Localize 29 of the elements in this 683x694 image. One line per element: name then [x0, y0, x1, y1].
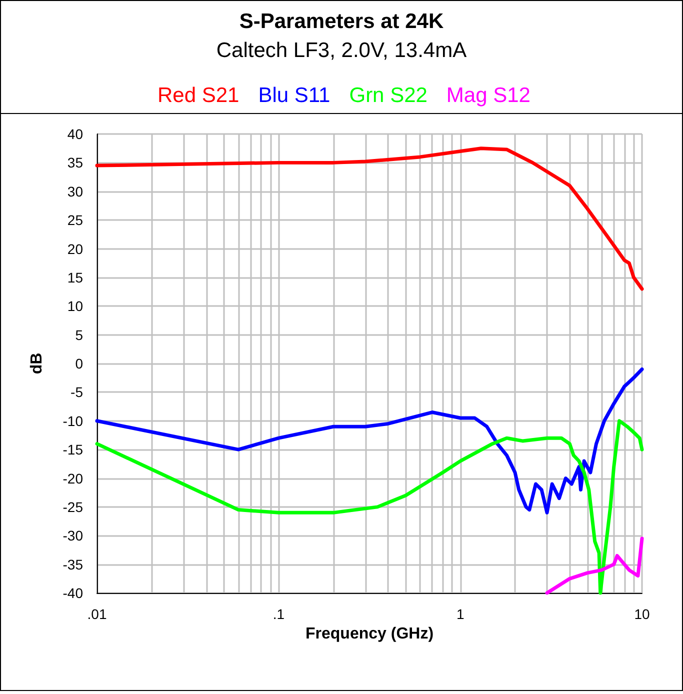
y-tick-label: -30: [62, 528, 84, 544]
y-tick-label: -25: [62, 498, 84, 515]
y-tick-label: -10: [62, 412, 84, 429]
x-tick-label: .01: [87, 606, 107, 622]
y-tick-label: 35: [67, 154, 84, 171]
y-tick-label: 0: [75, 356, 84, 372]
chart-title: S-Parameters at 24K: [239, 10, 444, 33]
x-axis-title: Frequency (GHz): [305, 625, 434, 642]
x-tick-label: 1: [456, 606, 464, 622]
y-tick-label: -15: [62, 442, 84, 458]
y-tick-label: 15: [67, 269, 84, 286]
text: Mag S12: [446, 84, 530, 107]
y-tick-label: 20: [67, 240, 84, 257]
y-tick-label: 40: [67, 126, 84, 142]
y-tick-label: 5: [75, 326, 84, 343]
text: Red S21: [158, 84, 240, 107]
y-tick-label: 30: [67, 183, 84, 200]
y-axis-title: dB: [28, 352, 46, 374]
y-tick-label: -20: [62, 470, 84, 486]
text: Blu S11: [258, 84, 330, 107]
text: Grn S22: [349, 84, 428, 107]
x-tick-label: .1: [272, 606, 285, 622]
y-tick-label: -5: [70, 384, 84, 400]
y-tick-label: 25: [67, 212, 84, 228]
y-tick-label: -40: [62, 585, 84, 601]
y-tick-label: 10: [67, 298, 84, 314]
x-tick-label: 10: [634, 606, 650, 622]
y-tick-label: -35: [62, 556, 84, 572]
chart-subtitle: Caltech LF3, 2.0V, 13.4mA: [216, 39, 467, 62]
